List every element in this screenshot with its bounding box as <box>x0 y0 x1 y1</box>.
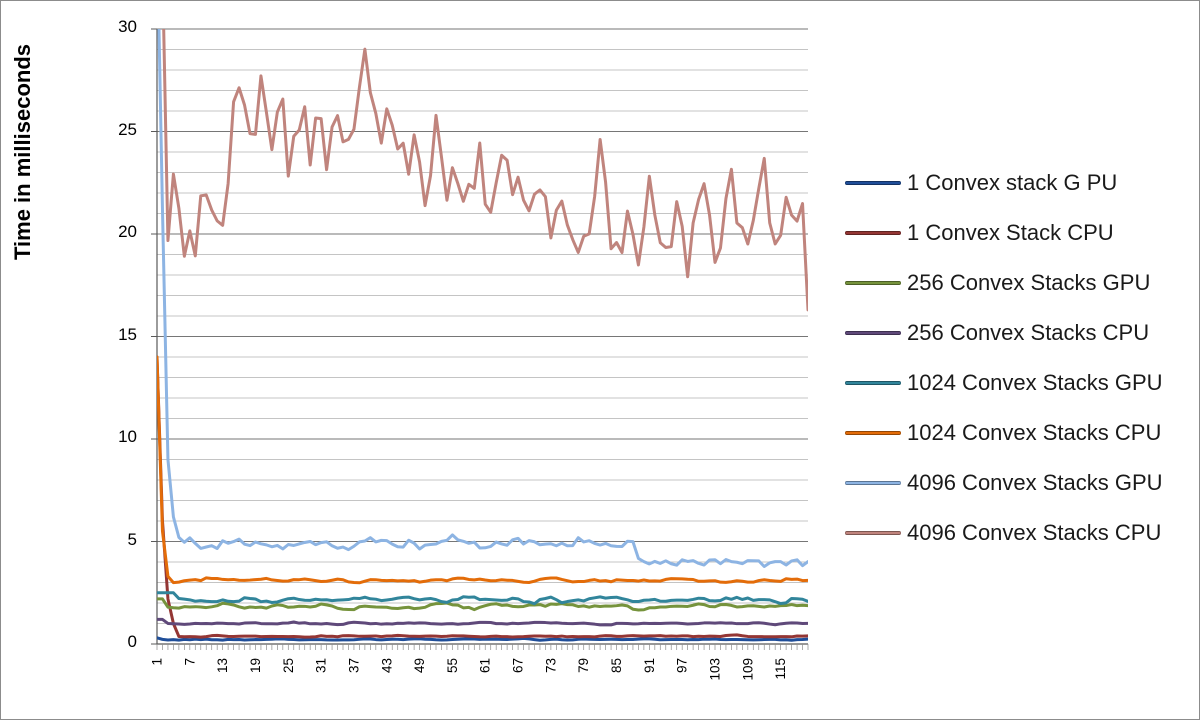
svg-text:85: 85 <box>609 658 624 673</box>
svg-text:49: 49 <box>412 658 427 673</box>
svg-text:55: 55 <box>445 658 460 673</box>
svg-text:19: 19 <box>248 658 263 673</box>
svg-text:37: 37 <box>346 658 361 673</box>
svg-text:1: 1 <box>150 658 165 666</box>
svg-text:67: 67 <box>511 658 526 673</box>
svg-text:25: 25 <box>281 658 296 673</box>
svg-text:115: 115 <box>773 658 788 680</box>
svg-text:43: 43 <box>379 658 394 673</box>
svg-text:13: 13 <box>215 658 230 673</box>
svg-text:91: 91 <box>642 658 657 673</box>
svg-text:103: 103 <box>708 658 723 681</box>
svg-text:109: 109 <box>740 658 755 681</box>
svg-text:31: 31 <box>314 658 329 673</box>
svg-text:73: 73 <box>543 658 558 673</box>
svg-text:7: 7 <box>182 658 197 666</box>
svg-text:97: 97 <box>675 658 690 673</box>
svg-text:61: 61 <box>478 658 493 673</box>
svg-text:79: 79 <box>576 658 591 673</box>
